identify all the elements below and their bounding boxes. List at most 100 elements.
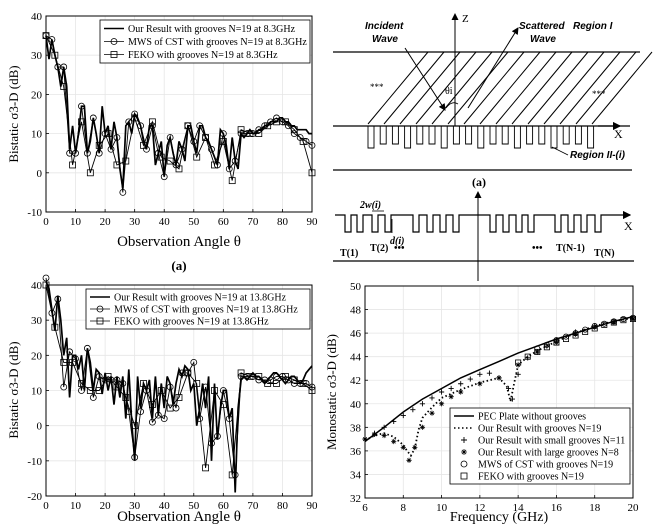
wavefront-line bbox=[463, 51, 525, 125]
data-point bbox=[54, 295, 62, 303]
data-point bbox=[601, 321, 608, 328]
legend-marker bbox=[110, 38, 118, 45]
data-point bbox=[228, 177, 236, 185]
data-point bbox=[104, 373, 112, 380]
data-point bbox=[175, 394, 183, 401]
data-point bbox=[591, 325, 598, 332]
scattered-label-line1: Scattered bbox=[519, 21, 565, 32]
wavefront-line bbox=[415, 51, 477, 125]
data-point bbox=[42, 32, 50, 39]
x-tick-label: 40 bbox=[159, 216, 171, 228]
t1-label: T(1) bbox=[340, 248, 358, 259]
data-point bbox=[190, 358, 198, 366]
series-square bbox=[42, 32, 316, 185]
wavefront-line bbox=[431, 51, 493, 125]
x-tick-label: 6 bbox=[362, 502, 368, 514]
wavefront-line bbox=[447, 51, 509, 125]
data-point bbox=[509, 396, 515, 402]
legend-label: FEKO with grooves N=19 at 8.3GHz bbox=[128, 50, 278, 61]
data-point bbox=[131, 422, 139, 430]
data-point bbox=[160, 173, 168, 181]
y-tick-label: 40 bbox=[31, 11, 43, 23]
data-point bbox=[477, 371, 483, 377]
data-point bbox=[515, 359, 522, 366]
data-point bbox=[620, 317, 627, 324]
groove-plate-diagram: Z X Incident Wave Scattered Wave Region … bbox=[333, 13, 653, 189]
legend-item: FEKO with grooves N=19 at 8.3GHz bbox=[104, 50, 278, 61]
legend-item: Our Result with grooves N=19 at 8.3GHz bbox=[104, 24, 296, 35]
data-point bbox=[78, 102, 85, 110]
x-tick-label: 30 bbox=[129, 216, 141, 228]
tick-labels: 6 8 10 12 14 16 18 20 32 34 36 38 40 42 44 46 48 50 bbox=[350, 281, 639, 514]
grooved-surface bbox=[335, 214, 612, 233]
wavefront-line bbox=[495, 51, 557, 125]
data-point bbox=[228, 471, 236, 479]
data-point bbox=[477, 381, 483, 387]
legend-label: FEKO with grooves N=19 bbox=[478, 472, 584, 483]
data-point bbox=[166, 404, 174, 412]
data-point bbox=[42, 274, 50, 282]
data-point bbox=[107, 145, 115, 153]
data-point bbox=[630, 316, 636, 322]
data-point bbox=[255, 126, 263, 134]
groove bbox=[587, 126, 595, 149]
dots-right: ••• bbox=[532, 243, 543, 254]
data-point bbox=[610, 319, 617, 326]
data-point bbox=[290, 376, 298, 384]
groove bbox=[465, 126, 473, 145]
groove bbox=[367, 126, 375, 149]
data-point bbox=[406, 457, 412, 463]
data-point bbox=[496, 375, 502, 381]
y-tick-label: 42 bbox=[350, 375, 361, 387]
data-point bbox=[60, 358, 68, 366]
data-point bbox=[202, 134, 210, 141]
groove bbox=[404, 126, 412, 149]
groove bbox=[379, 126, 387, 145]
series-connector bbox=[45, 35, 313, 193]
theta-arc bbox=[445, 102, 459, 109]
legend-label: Our Result with large grooves N=8 bbox=[478, 448, 619, 459]
y-tick-label: 48 bbox=[350, 305, 362, 317]
data-point bbox=[410, 407, 416, 413]
data-point bbox=[611, 319, 617, 326]
y-axis-label: Bistatic σ3-D (dB) bbox=[6, 65, 21, 162]
wavefront-line bbox=[575, 51, 637, 125]
data-point bbox=[308, 169, 316, 177]
wavefront-line bbox=[527, 51, 589, 125]
y-tick-label: 34 bbox=[350, 469, 362, 481]
data-point bbox=[255, 130, 263, 138]
data-point bbox=[86, 169, 94, 177]
x-tick-label: 10 bbox=[70, 500, 82, 512]
legend-item: Our Result with grooves N=19 at 13.8GHz bbox=[90, 293, 287, 304]
legend-box bbox=[449, 407, 631, 485]
data-point bbox=[122, 394, 130, 401]
legend-label: MWS of CST with grooves N=19 at 8.3GHz bbox=[128, 37, 307, 48]
region-2-pointer bbox=[551, 146, 569, 156]
legend-label: MWS of CST with grooves N=19 at 13.8GHz bbox=[114, 305, 298, 316]
data-point bbox=[113, 161, 121, 169]
legend: Our Result with grooves N=19 at 13.8GHzM… bbox=[85, 288, 311, 330]
data-point bbox=[157, 387, 165, 394]
x-tick-label: 18 bbox=[589, 502, 601, 514]
legend-marker bbox=[461, 449, 467, 455]
data-point bbox=[572, 332, 579, 339]
monostatic-frequency-chart: 6 8 10 12 14 16 18 20 32 34 36 38 40 42 44 46 48 50 Frequ… bbox=[324, 281, 639, 525]
groove bbox=[452, 126, 460, 145]
series-asterisk bbox=[362, 316, 636, 463]
data-point bbox=[237, 369, 245, 377]
data-point bbox=[467, 376, 473, 382]
data-point bbox=[563, 335, 570, 342]
data-point bbox=[69, 161, 76, 169]
data-point bbox=[48, 309, 56, 317]
data-point bbox=[157, 153, 165, 161]
data-point bbox=[371, 431, 378, 437]
region-1-label: Region I bbox=[573, 21, 613, 32]
x-tick-label: 60 bbox=[218, 216, 230, 228]
data-point bbox=[42, 281, 50, 289]
data-point bbox=[308, 387, 316, 394]
data-point bbox=[131, 453, 139, 461]
data-point bbox=[214, 432, 221, 440]
x-tick-label: 8 bbox=[401, 502, 407, 514]
data-point bbox=[438, 389, 445, 395]
